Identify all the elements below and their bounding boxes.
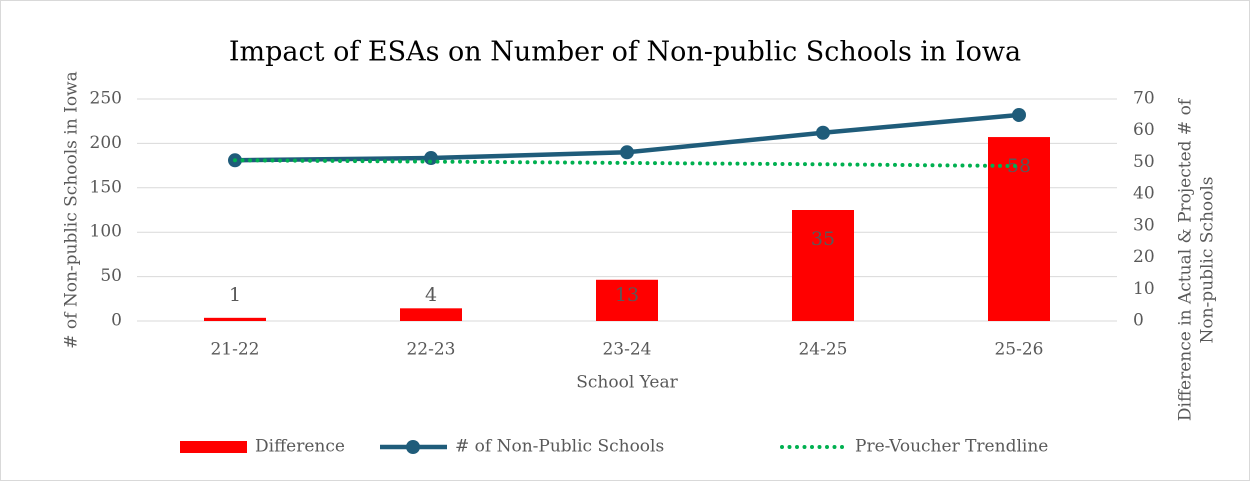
y2-axis-label: Difference in Actual & Projected # of: [1176, 97, 1196, 421]
x-tick-label: 21-22: [210, 340, 259, 360]
x-tick-label: 25-26: [994, 340, 1043, 360]
legend-label: # of Non-Public Schools: [455, 437, 664, 457]
y-tick-label: 150: [90, 177, 122, 197]
line-marker: [424, 151, 438, 166]
data-label: 4: [425, 284, 437, 306]
y-tick-label: 200: [90, 133, 122, 153]
trendline: [233, 158, 1021, 169]
data-label: 1: [229, 284, 241, 306]
y-tick-label: 50: [100, 266, 122, 286]
legend-label: Pre-Voucher Trendline: [855, 437, 1048, 457]
line-marker: [816, 125, 830, 140]
y-tick-label: 0: [111, 311, 122, 331]
y2-tick-label: 10: [1133, 279, 1155, 299]
x-tick-label: 23-24: [602, 340, 651, 360]
legend-label: Difference: [255, 437, 345, 457]
y-axis-label: # of Non-public Schools in Iowa: [62, 71, 82, 348]
data-label: 58: [1007, 155, 1031, 177]
legend-swatch: [406, 440, 420, 454]
data-label: 13: [615, 284, 639, 306]
y-tick-label: 100: [90, 222, 122, 242]
bar: [988, 137, 1050, 321]
x-axis-label: School Year: [576, 373, 678, 393]
y2-tick-label: 20: [1133, 247, 1155, 267]
y2-tick-label: 50: [1133, 152, 1155, 172]
bar: [792, 210, 854, 321]
y2-tick-label: 0: [1133, 311, 1144, 331]
y2-tick-label: 40: [1133, 184, 1155, 204]
x-tick-label: 22-23: [406, 340, 455, 360]
bar: [204, 317, 266, 321]
line-marker: [1012, 107, 1026, 122]
y2-tick-label: 30: [1133, 215, 1155, 235]
y-tick-label: 250: [90, 89, 122, 109]
y2-tick-label: 60: [1133, 120, 1155, 140]
y2-axis-label: Non-public Schools: [1198, 176, 1218, 343]
line-marker: [620, 145, 634, 160]
chart-title: Impact of ESAs on Number of Non-public S…: [229, 37, 1021, 68]
legend-swatch: [180, 441, 247, 453]
y2-tick-label: 70: [1133, 89, 1155, 109]
bar: [400, 308, 462, 321]
bar: [596, 279, 658, 321]
data-label: 35: [811, 228, 835, 250]
x-tick-label: 24-25: [798, 340, 847, 360]
